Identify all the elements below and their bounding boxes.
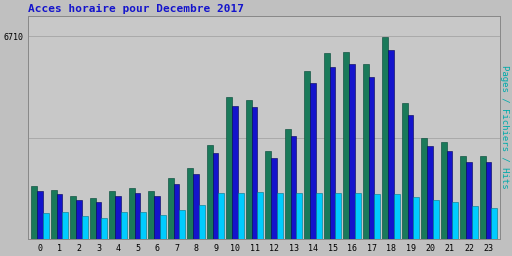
Bar bbox=[207, 145, 212, 239]
Bar bbox=[324, 53, 330, 239]
Bar bbox=[160, 215, 166, 239]
Bar bbox=[76, 200, 82, 239]
Bar bbox=[140, 212, 146, 239]
Bar bbox=[251, 107, 258, 239]
Bar bbox=[349, 64, 355, 239]
Bar bbox=[485, 162, 492, 239]
Bar bbox=[154, 196, 160, 239]
Bar bbox=[271, 158, 277, 239]
Bar bbox=[492, 208, 497, 239]
Bar bbox=[265, 151, 271, 239]
Bar bbox=[96, 202, 101, 239]
Bar bbox=[187, 168, 193, 239]
Bar bbox=[232, 106, 238, 239]
Bar bbox=[472, 206, 478, 239]
Bar bbox=[168, 178, 174, 239]
Bar bbox=[330, 67, 335, 239]
Bar bbox=[446, 151, 453, 239]
Y-axis label: Pages / Fichiers / Hits: Pages / Fichiers / Hits bbox=[500, 65, 508, 189]
Bar bbox=[51, 190, 57, 239]
Bar bbox=[433, 200, 439, 239]
Bar bbox=[408, 115, 413, 239]
Bar bbox=[109, 191, 115, 239]
Bar bbox=[369, 77, 374, 239]
Bar bbox=[296, 193, 302, 239]
Bar bbox=[413, 197, 419, 239]
Text: Acces horaire pour Decembre 2017: Acces horaire pour Decembre 2017 bbox=[28, 4, 244, 14]
Bar bbox=[212, 153, 219, 239]
Bar bbox=[193, 174, 199, 239]
Bar bbox=[402, 103, 408, 239]
Bar bbox=[394, 194, 400, 239]
Bar bbox=[101, 218, 108, 239]
Bar bbox=[355, 194, 361, 239]
Bar bbox=[148, 191, 154, 239]
Bar bbox=[43, 213, 49, 239]
Bar bbox=[219, 193, 224, 239]
Bar bbox=[304, 71, 310, 239]
Bar bbox=[460, 156, 466, 239]
Bar bbox=[31, 186, 37, 239]
Bar bbox=[62, 212, 68, 239]
Bar bbox=[388, 50, 394, 239]
Bar bbox=[362, 64, 369, 239]
Bar bbox=[199, 205, 205, 239]
Bar bbox=[37, 191, 43, 239]
Bar bbox=[82, 216, 88, 239]
Bar bbox=[427, 146, 433, 239]
Bar bbox=[316, 193, 322, 239]
Bar bbox=[374, 194, 380, 239]
Bar bbox=[179, 210, 185, 239]
Bar bbox=[129, 188, 135, 239]
Bar bbox=[343, 52, 349, 239]
Bar bbox=[480, 156, 485, 239]
Bar bbox=[335, 194, 342, 239]
Bar bbox=[226, 97, 232, 239]
Bar bbox=[382, 37, 388, 239]
Bar bbox=[238, 193, 244, 239]
Bar bbox=[277, 193, 283, 239]
Bar bbox=[285, 129, 291, 239]
Bar bbox=[441, 142, 446, 239]
Bar bbox=[453, 202, 458, 239]
Bar bbox=[90, 198, 96, 239]
Bar bbox=[258, 192, 263, 239]
Bar bbox=[121, 212, 127, 239]
Bar bbox=[135, 193, 140, 239]
Bar bbox=[246, 100, 251, 239]
Bar bbox=[70, 196, 76, 239]
Bar bbox=[466, 162, 472, 239]
Bar bbox=[310, 83, 316, 239]
Bar bbox=[291, 136, 296, 239]
Bar bbox=[174, 184, 179, 239]
Bar bbox=[115, 196, 121, 239]
Bar bbox=[421, 138, 427, 239]
Bar bbox=[57, 194, 62, 239]
